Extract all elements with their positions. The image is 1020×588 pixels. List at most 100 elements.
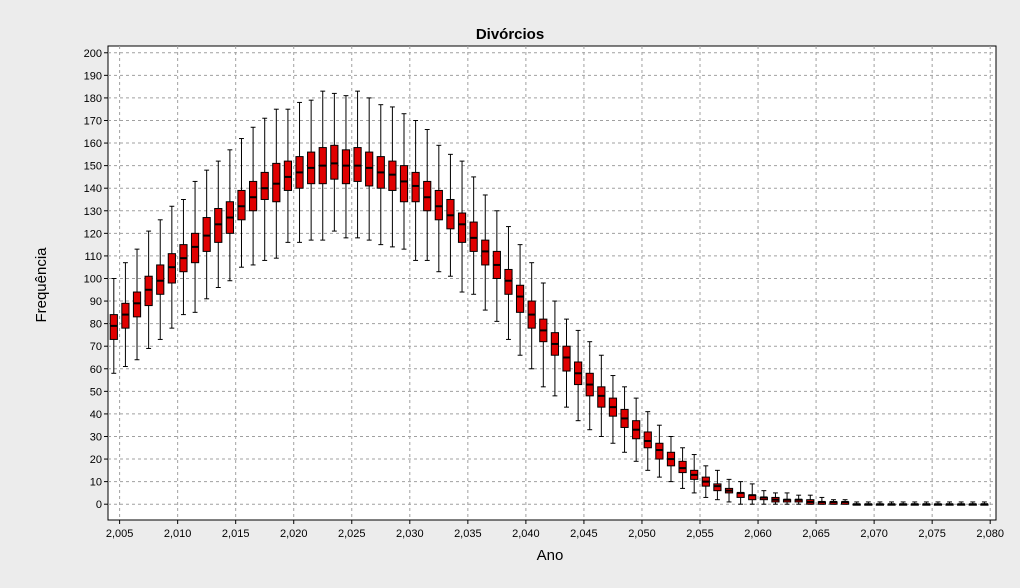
- iqr-box: [248, 180, 258, 212]
- iqr-box: [399, 165, 409, 203]
- y-axis-title: Frequência: [33, 247, 50, 323]
- box-2021: [307, 99, 316, 241]
- box-2023: [330, 92, 339, 232]
- box-2078: [968, 501, 977, 506]
- iqr-box: [156, 264, 165, 295]
- x-tick-label: 2,025: [338, 528, 366, 540]
- box-2053: [678, 447, 687, 489]
- chart-title: Divórcios: [476, 26, 544, 43]
- box-2024: [341, 95, 351, 239]
- box-2013: [214, 160, 223, 289]
- x-tick-label: 2,065: [802, 528, 830, 540]
- iqr-box: [481, 239, 490, 266]
- x-tick-label: 2,055: [686, 528, 714, 540]
- y-tick-label: 140: [84, 183, 102, 195]
- box-2032: [434, 144, 443, 273]
- y-tick-label: 190: [84, 70, 102, 82]
- box-2066: [829, 499, 838, 505]
- iqr-box: [515, 284, 525, 313]
- iqr-box: [678, 460, 687, 474]
- x-tick-label: 2,050: [628, 528, 656, 540]
- boxes: [109, 90, 989, 506]
- iqr-box: [457, 212, 467, 243]
- box-2006: [132, 248, 142, 361]
- box-2049: [632, 397, 641, 462]
- grid-lines: [108, 46, 996, 520]
- box-2016: [248, 126, 258, 266]
- box-2028: [388, 106, 397, 248]
- box-2057: [724, 478, 734, 503]
- y-tick-label: 80: [90, 319, 102, 331]
- y-tick-label: 70: [90, 341, 102, 353]
- box-2039: [515, 244, 525, 356]
- x-tick-label: 2,070: [860, 528, 888, 540]
- y-axis: 0 10 20 30 40 50 60 70 80 90 100 110 120 130 140 150 160…: [84, 48, 108, 511]
- x-tick-label: 2,010: [164, 528, 192, 540]
- box-2017: [260, 117, 269, 261]
- box-2007: [144, 230, 153, 349]
- iqr-box: [214, 208, 223, 243]
- box-2077: [957, 501, 966, 506]
- box-2035: [469, 176, 478, 295]
- x-tick-label: 2,015: [222, 528, 250, 540]
- y-tick-label: 180: [84, 93, 102, 105]
- iqr-box: [260, 171, 269, 200]
- iqr-box: [713, 483, 722, 492]
- plot-area-background: [107, 45, 997, 521]
- iqr-box: [643, 431, 652, 449]
- iqr-box: [446, 198, 455, 230]
- box-2015: [237, 138, 246, 268]
- x-tick-label: 2,005: [106, 528, 134, 540]
- iqr-box: [388, 160, 397, 191]
- y-tick-label: 160: [84, 138, 102, 150]
- box-2012: [202, 169, 211, 300]
- box-2068: [852, 501, 861, 506]
- box-2076: [945, 501, 954, 506]
- box-2018: [272, 108, 281, 259]
- box-2011: [190, 180, 200, 313]
- box-2008: [156, 219, 165, 340]
- box-2052: [666, 435, 676, 483]
- x-tick-label: 2,060: [744, 528, 772, 540]
- box-2010: [179, 198, 188, 316]
- box-2027: [376, 104, 385, 246]
- iqr-box: [353, 147, 362, 182]
- y-tick-label: 60: [90, 364, 102, 376]
- y-tick-label: 90: [90, 296, 102, 308]
- x-axis-title: Ano: [537, 547, 564, 564]
- box-2060: [759, 490, 768, 505]
- iqr-box: [132, 291, 142, 318]
- iqr-box: [434, 189, 443, 221]
- iqr-box: [167, 253, 176, 284]
- box-2029: [399, 113, 409, 250]
- x-tick-label: 2,030: [396, 528, 424, 540]
- box-2022: [318, 90, 327, 241]
- y-tick-label: 120: [84, 228, 102, 240]
- box-2072: [899, 501, 908, 506]
- box-2030: [411, 119, 420, 261]
- iqr-box: [121, 302, 130, 329]
- box-2062: [782, 492, 792, 505]
- box-2034: [457, 160, 467, 293]
- iqr-box: [365, 151, 374, 187]
- y-tick-label: 30: [90, 431, 102, 443]
- x-axis: 2,005 2,010 2,015 2,020 2,025 2,030 2,035 2,040…: [106, 520, 1004, 540]
- box-2047: [608, 375, 618, 444]
- iqr-box: [562, 345, 571, 372]
- iqr-box: [237, 189, 246, 221]
- box-2069: [864, 501, 873, 506]
- y-tick-label: 40: [90, 409, 102, 421]
- box-2064: [806, 494, 815, 505]
- y-tick-label: 150: [84, 161, 102, 173]
- box-2073: [910, 501, 919, 506]
- iqr-box: [469, 221, 478, 252]
- box-2009: [167, 205, 176, 329]
- box-2056: [713, 469, 722, 501]
- box-2045: [585, 341, 594, 431]
- x-tick-label: 2,035: [454, 528, 482, 540]
- x-tick-label: 2,040: [512, 528, 540, 540]
- box-2048: [620, 386, 629, 453]
- box-2065: [817, 496, 826, 505]
- box-2075: [933, 501, 943, 506]
